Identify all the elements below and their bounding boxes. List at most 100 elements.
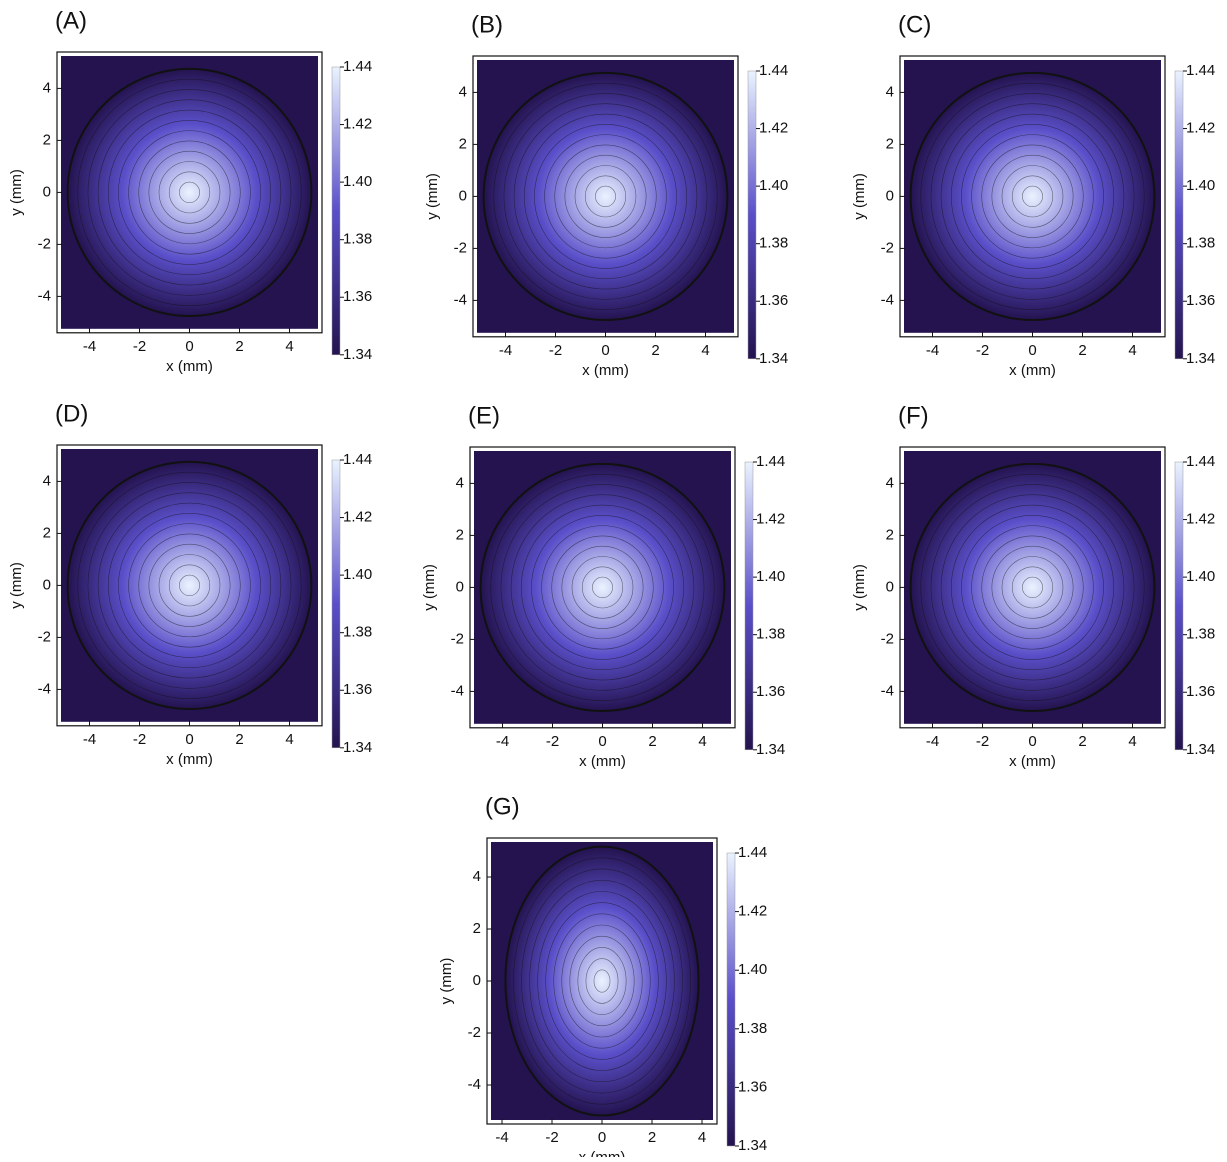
contour-line	[544, 134, 667, 259]
contour-field	[909, 71, 1156, 321]
contour-line	[521, 868, 683, 1094]
colorbar	[1174, 70, 1184, 360]
contour-line	[561, 545, 644, 629]
x-axis-label: x (mm)	[1009, 362, 1056, 379]
y-tick-label: 0	[456, 578, 464, 595]
contour-line	[991, 545, 1074, 629]
colorbar-tick-label: 1.42	[738, 903, 767, 920]
colorbar-tick-label: 1.40	[343, 173, 372, 190]
panel-label: (A)	[55, 7, 87, 34]
colorbar-tick-label: 1.42	[343, 116, 372, 133]
y-tick-label: -2	[468, 1024, 481, 1041]
colorbar-tick-label: 1.38	[738, 1020, 767, 1037]
x-tick-label: 2	[1078, 342, 1086, 359]
contour-line	[179, 574, 200, 596]
contour-line	[561, 924, 643, 1038]
contour-line	[523, 113, 688, 280]
x-tick-label: 4	[1128, 342, 1136, 359]
x-tick-label: 4	[1128, 733, 1136, 750]
x-tick-label: 2	[235, 338, 243, 355]
contour-line	[981, 535, 1084, 640]
contour-line	[158, 554, 221, 617]
y-tick-label: 2	[473, 920, 481, 937]
contour-line	[520, 504, 685, 671]
contour-line	[529, 879, 675, 1083]
y-tick-label: 4	[43, 79, 51, 96]
y-tick-label: 2	[886, 135, 894, 152]
y-axis-label: y (mm)	[8, 169, 25, 216]
colorbar	[744, 461, 754, 751]
y-axis-label: y (mm)	[424, 173, 441, 220]
contour-line	[118, 513, 261, 658]
contour-line	[168, 564, 211, 607]
contour-line	[595, 185, 616, 207]
contour-line	[138, 533, 241, 638]
colorbar-tick-label: 1.34	[343, 346, 372, 363]
y-tick-label: -4	[881, 682, 894, 699]
y-tick-label: -2	[38, 628, 51, 645]
y-tick-label: 2	[43, 131, 51, 148]
contour-line	[503, 93, 708, 300]
x-tick-label: -4	[926, 342, 939, 359]
colorbar-tick-label: 1.42	[759, 120, 788, 137]
colorbar-tick-label: 1.40	[1186, 568, 1215, 585]
x-tick-label: -4	[83, 338, 96, 355]
contour-line	[940, 103, 1125, 290]
y-axis-label: y (mm)	[8, 562, 25, 609]
y-axis-label: y (mm)	[851, 564, 868, 611]
contour-line	[593, 969, 611, 993]
x-tick-label: -2	[545, 1129, 558, 1146]
y-tick-label: 2	[43, 524, 51, 541]
y-tick-label: 4	[886, 474, 894, 491]
x-tick-label: 0	[1028, 342, 1036, 359]
contour-line	[537, 891, 667, 1071]
contour-line	[569, 935, 635, 1027]
y-tick-label: -4	[38, 287, 51, 304]
contour-line	[77, 471, 302, 699]
contour-field	[909, 462, 1156, 712]
y-tick-label: 0	[459, 187, 467, 204]
contour-line	[77, 78, 302, 306]
contour-line	[107, 109, 272, 276]
contour-line	[493, 82, 718, 310]
y-tick-label: 0	[886, 578, 894, 595]
panel-label: (F)	[898, 402, 929, 429]
colorbar-tick-label: 1.34	[1186, 741, 1215, 758]
contour-line	[971, 525, 1094, 650]
contour-line	[148, 543, 231, 627]
y-axis-label: y (mm)	[421, 564, 438, 611]
contour-field	[66, 67, 313, 317]
colorbar	[726, 852, 736, 1147]
contour-line	[592, 576, 613, 598]
contour-line	[571, 556, 634, 619]
contour-line	[118, 120, 261, 265]
contour-line	[1011, 566, 1054, 609]
colorbar-tick-label: 1.40	[1186, 177, 1215, 194]
contour-line	[1011, 175, 1054, 218]
x-tick-label: -4	[496, 733, 509, 750]
contour-line	[1001, 165, 1064, 228]
colorbar-tick-label: 1.40	[343, 566, 372, 583]
contour-line	[541, 525, 664, 650]
colorbar-tick-label: 1.40	[759, 177, 788, 194]
colorbar-tick-label: 1.34	[343, 739, 372, 756]
x-tick-label: -2	[549, 342, 562, 359]
x-tick-label: 0	[1028, 733, 1036, 750]
contour-line	[971, 134, 1094, 259]
x-tick-label: 2	[648, 733, 656, 750]
x-tick-label: -2	[976, 733, 989, 750]
x-tick-label: 4	[701, 342, 709, 359]
y-tick-label: -4	[38, 680, 51, 697]
y-tick-label: -2	[454, 239, 467, 256]
y-tick-label: 4	[886, 83, 894, 100]
contour-line	[930, 93, 1135, 300]
y-tick-label: -2	[881, 239, 894, 256]
contour-line	[950, 113, 1115, 280]
contour-line	[920, 473, 1145, 701]
colorbar-tick-label: 1.34	[1186, 350, 1215, 367]
x-axis-label: x (mm)	[1009, 753, 1056, 770]
colorbar-tick-label: 1.36	[756, 683, 785, 700]
contour-line	[940, 494, 1125, 681]
contour-line	[961, 515, 1104, 660]
